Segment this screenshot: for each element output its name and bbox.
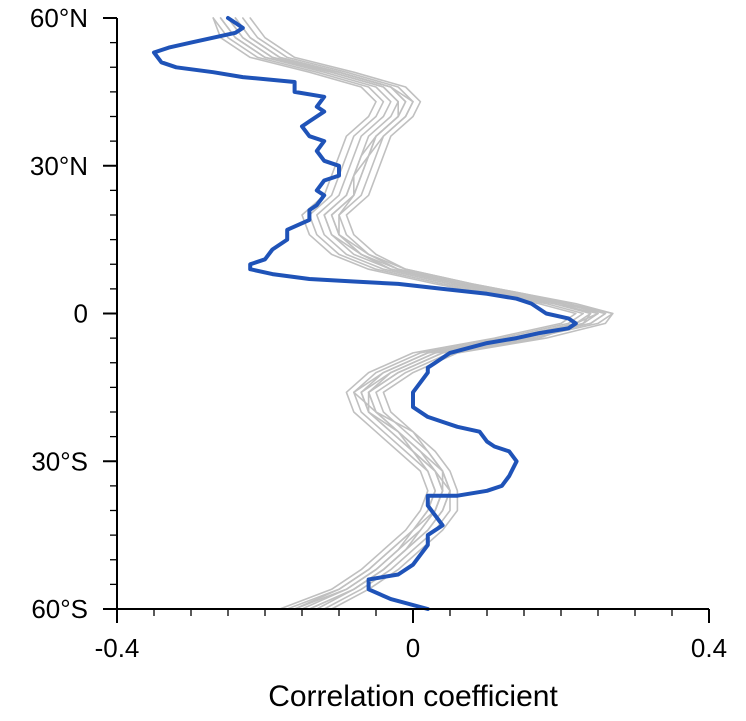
y-tick-label: 0 <box>74 299 88 329</box>
ensemble-series-line-7 <box>212 17 577 610</box>
y-tick-label: 30°S <box>31 446 88 476</box>
ensemble-series-line-6 <box>219 17 592 610</box>
ensemble-series-line-4 <box>242 17 592 610</box>
y-tick-label: 60°N <box>30 3 88 33</box>
y-tick-label: 60°S <box>31 594 88 624</box>
ensemble-series-line-8 <box>249 17 614 610</box>
x-tick-label: 0.4 <box>691 633 727 663</box>
x-axis-title: Correlation coefficient <box>268 680 558 713</box>
highlight-line-layer <box>152 16 578 611</box>
highlight-series-line <box>152 16 578 611</box>
ensemble-series-line-1 <box>219 17 599 610</box>
axes: 60°S 30°S 0 30°N 60°N -0.4 0 0.4 <box>30 3 727 663</box>
x-tick-label: -0.4 <box>95 633 140 663</box>
x-tick-label: 0 <box>406 633 420 663</box>
y-tick-label: 30°N <box>30 151 88 181</box>
